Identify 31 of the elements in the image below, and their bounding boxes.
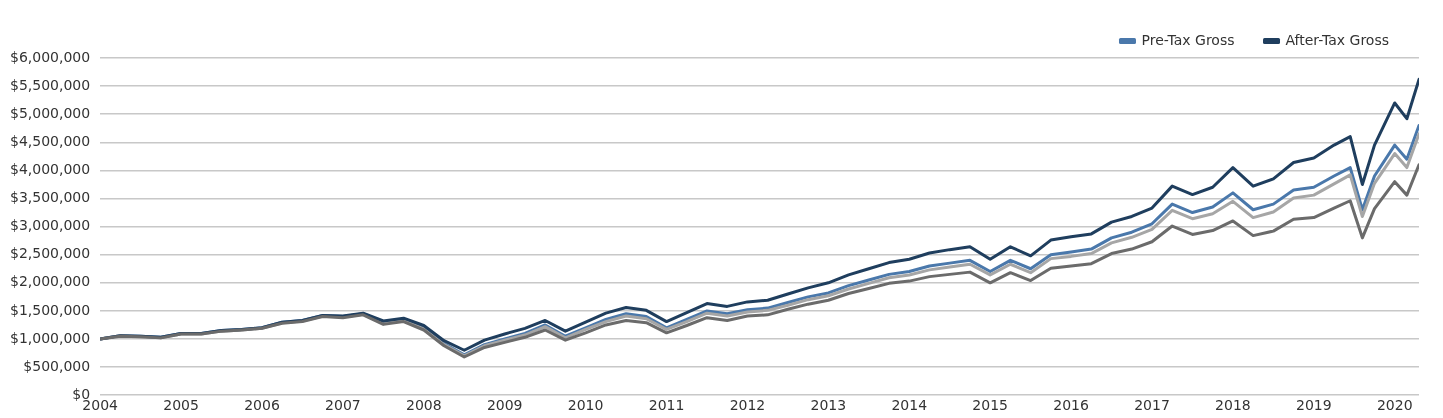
legend-label: After-Tax Gross — [1285, 31, 1390, 48]
y-tick-label: $3,000,000 — [9, 217, 91, 234]
x-tick-label: 2019 — [1296, 397, 1332, 414]
x-tick-label: 2009 — [486, 397, 523, 414]
x-tick-label: 2016 — [1053, 397, 1089, 414]
x-tick-label: 2007 — [325, 397, 361, 414]
x-tick-label: 2017 — [1134, 397, 1170, 414]
x-tick-label: 2013 — [810, 397, 847, 414]
y-tick-label: $5,000,000 — [9, 104, 91, 121]
y-tick-label: $0 — [72, 385, 91, 402]
x-tick-label: 2012 — [729, 397, 766, 414]
x-tick-label: 2015 — [972, 397, 1008, 414]
y-tick-label: $4,500,000 — [9, 132, 91, 149]
x-tick-label: 2010 — [567, 397, 604, 414]
y-tick-label: $500,000 — [23, 357, 91, 374]
y-tick-label: $1,000,000 — [9, 329, 91, 346]
x-tick-label: 2018 — [1215, 397, 1251, 414]
y-tick-label: $5,500,000 — [9, 76, 91, 93]
y-tick-label: $1,500,000 — [9, 301, 91, 318]
x-tick-label: 2011 — [648, 397, 685, 414]
x-tick-label: 2014 — [891, 397, 928, 414]
x-tick-label: 2008 — [405, 397, 442, 414]
x-tick-label: 2005 — [163, 397, 199, 414]
y-tick-label: $2,500,000 — [9, 245, 91, 262]
x-tick-label: 2006 — [244, 397, 280, 414]
y-tick-label: $4,000,000 — [9, 161, 91, 178]
legend-label: Pre-Tax Gross — [1141, 31, 1235, 48]
x-tick-label: 2020 — [1376, 397, 1413, 414]
y-tick-label: $3,500,000 — [9, 189, 91, 206]
y-tick-label: $2,000,000 — [9, 273, 91, 290]
y-tick-label: $6,000,000 — [9, 48, 91, 65]
